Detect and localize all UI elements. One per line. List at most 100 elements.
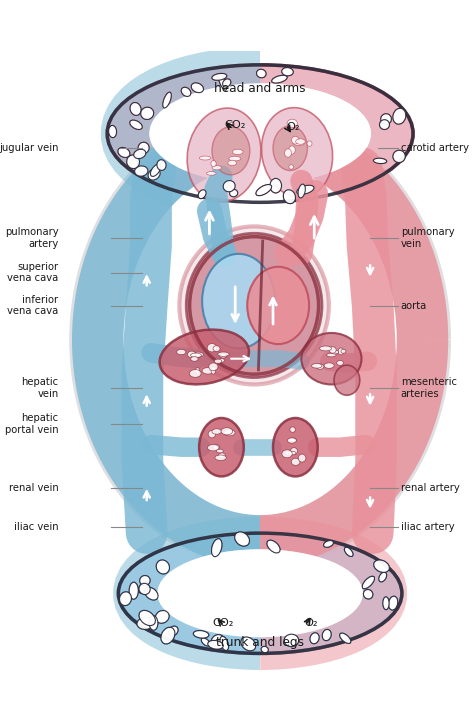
Ellipse shape — [150, 164, 161, 176]
Ellipse shape — [187, 108, 261, 202]
Ellipse shape — [223, 181, 235, 192]
Ellipse shape — [334, 365, 360, 395]
Ellipse shape — [284, 635, 299, 647]
Ellipse shape — [324, 363, 334, 368]
Ellipse shape — [188, 351, 196, 358]
Ellipse shape — [219, 75, 227, 90]
Text: superior
vena cava: superior vena cava — [7, 262, 58, 283]
Ellipse shape — [232, 150, 243, 155]
Ellipse shape — [362, 576, 374, 589]
Ellipse shape — [229, 156, 241, 161]
Ellipse shape — [220, 636, 228, 650]
Ellipse shape — [145, 587, 158, 600]
Ellipse shape — [256, 69, 266, 78]
Ellipse shape — [157, 160, 166, 171]
Ellipse shape — [140, 576, 150, 585]
Ellipse shape — [119, 592, 131, 605]
Ellipse shape — [118, 147, 130, 158]
Ellipse shape — [310, 633, 319, 644]
Ellipse shape — [107, 65, 413, 203]
Ellipse shape — [341, 349, 346, 354]
Text: jugular vein: jugular vein — [0, 143, 58, 152]
Text: O₂: O₂ — [287, 122, 300, 132]
Text: aorta: aorta — [401, 301, 427, 311]
Ellipse shape — [267, 540, 280, 553]
Ellipse shape — [202, 367, 214, 374]
Ellipse shape — [141, 107, 154, 120]
Ellipse shape — [209, 363, 218, 371]
Ellipse shape — [219, 359, 225, 362]
Ellipse shape — [137, 617, 155, 629]
Text: CO₂: CO₂ — [224, 121, 246, 131]
Ellipse shape — [130, 120, 142, 129]
Ellipse shape — [267, 540, 280, 553]
Ellipse shape — [329, 347, 336, 353]
Ellipse shape — [223, 181, 235, 192]
Ellipse shape — [139, 611, 155, 626]
Ellipse shape — [201, 638, 210, 646]
Ellipse shape — [298, 454, 306, 462]
Ellipse shape — [393, 150, 405, 163]
Ellipse shape — [212, 73, 227, 81]
Ellipse shape — [193, 631, 209, 638]
Ellipse shape — [374, 560, 390, 572]
Ellipse shape — [393, 108, 406, 124]
Ellipse shape — [135, 166, 148, 176]
Ellipse shape — [374, 560, 390, 572]
Ellipse shape — [380, 120, 390, 129]
Ellipse shape — [135, 166, 148, 176]
Ellipse shape — [297, 185, 314, 195]
Ellipse shape — [150, 164, 161, 176]
Ellipse shape — [383, 597, 389, 610]
Ellipse shape — [161, 551, 359, 635]
Text: hepatic
vein: hepatic vein — [21, 377, 58, 399]
Ellipse shape — [379, 572, 387, 582]
Ellipse shape — [223, 79, 231, 87]
Ellipse shape — [168, 626, 178, 636]
Ellipse shape — [219, 453, 225, 458]
Ellipse shape — [272, 76, 287, 83]
Ellipse shape — [270, 179, 282, 193]
Ellipse shape — [310, 633, 319, 644]
Text: renal artery: renal artery — [401, 483, 459, 493]
Ellipse shape — [140, 576, 150, 585]
Ellipse shape — [297, 185, 314, 195]
Ellipse shape — [163, 92, 171, 108]
Ellipse shape — [211, 366, 216, 374]
Ellipse shape — [229, 189, 238, 197]
Ellipse shape — [383, 597, 389, 610]
Ellipse shape — [221, 428, 233, 435]
Ellipse shape — [218, 352, 229, 356]
Ellipse shape — [324, 541, 333, 547]
Ellipse shape — [134, 150, 146, 158]
Ellipse shape — [211, 539, 222, 557]
Ellipse shape — [211, 635, 224, 646]
Ellipse shape — [129, 160, 137, 168]
Ellipse shape — [198, 189, 206, 199]
Ellipse shape — [127, 155, 139, 168]
Ellipse shape — [186, 233, 322, 378]
Ellipse shape — [201, 638, 210, 646]
Ellipse shape — [364, 590, 373, 599]
Ellipse shape — [220, 354, 227, 358]
Ellipse shape — [129, 582, 138, 599]
Ellipse shape — [362, 576, 374, 589]
Ellipse shape — [211, 160, 216, 167]
Ellipse shape — [195, 367, 200, 374]
Ellipse shape — [292, 458, 300, 465]
Ellipse shape — [213, 444, 219, 449]
Ellipse shape — [262, 107, 333, 197]
Ellipse shape — [223, 79, 231, 87]
Ellipse shape — [256, 69, 266, 78]
Text: trunk and legs: trunk and legs — [216, 636, 304, 649]
Ellipse shape — [160, 330, 249, 384]
Ellipse shape — [199, 418, 244, 476]
Ellipse shape — [228, 160, 237, 166]
Ellipse shape — [241, 637, 255, 650]
Ellipse shape — [150, 84, 370, 183]
Ellipse shape — [292, 136, 299, 144]
Ellipse shape — [148, 168, 160, 180]
Ellipse shape — [307, 141, 312, 147]
Ellipse shape — [331, 350, 339, 354]
Ellipse shape — [161, 627, 175, 644]
